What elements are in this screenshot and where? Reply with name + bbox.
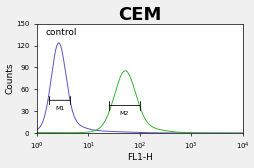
Text: M2: M2 [119,111,129,116]
Text: control: control [45,28,76,37]
Text: M1: M1 [55,106,64,111]
Y-axis label: Counts: Counts [6,63,14,94]
Title: CEM: CEM [118,6,161,24]
X-axis label: FL1-H: FL1-H [126,153,152,162]
